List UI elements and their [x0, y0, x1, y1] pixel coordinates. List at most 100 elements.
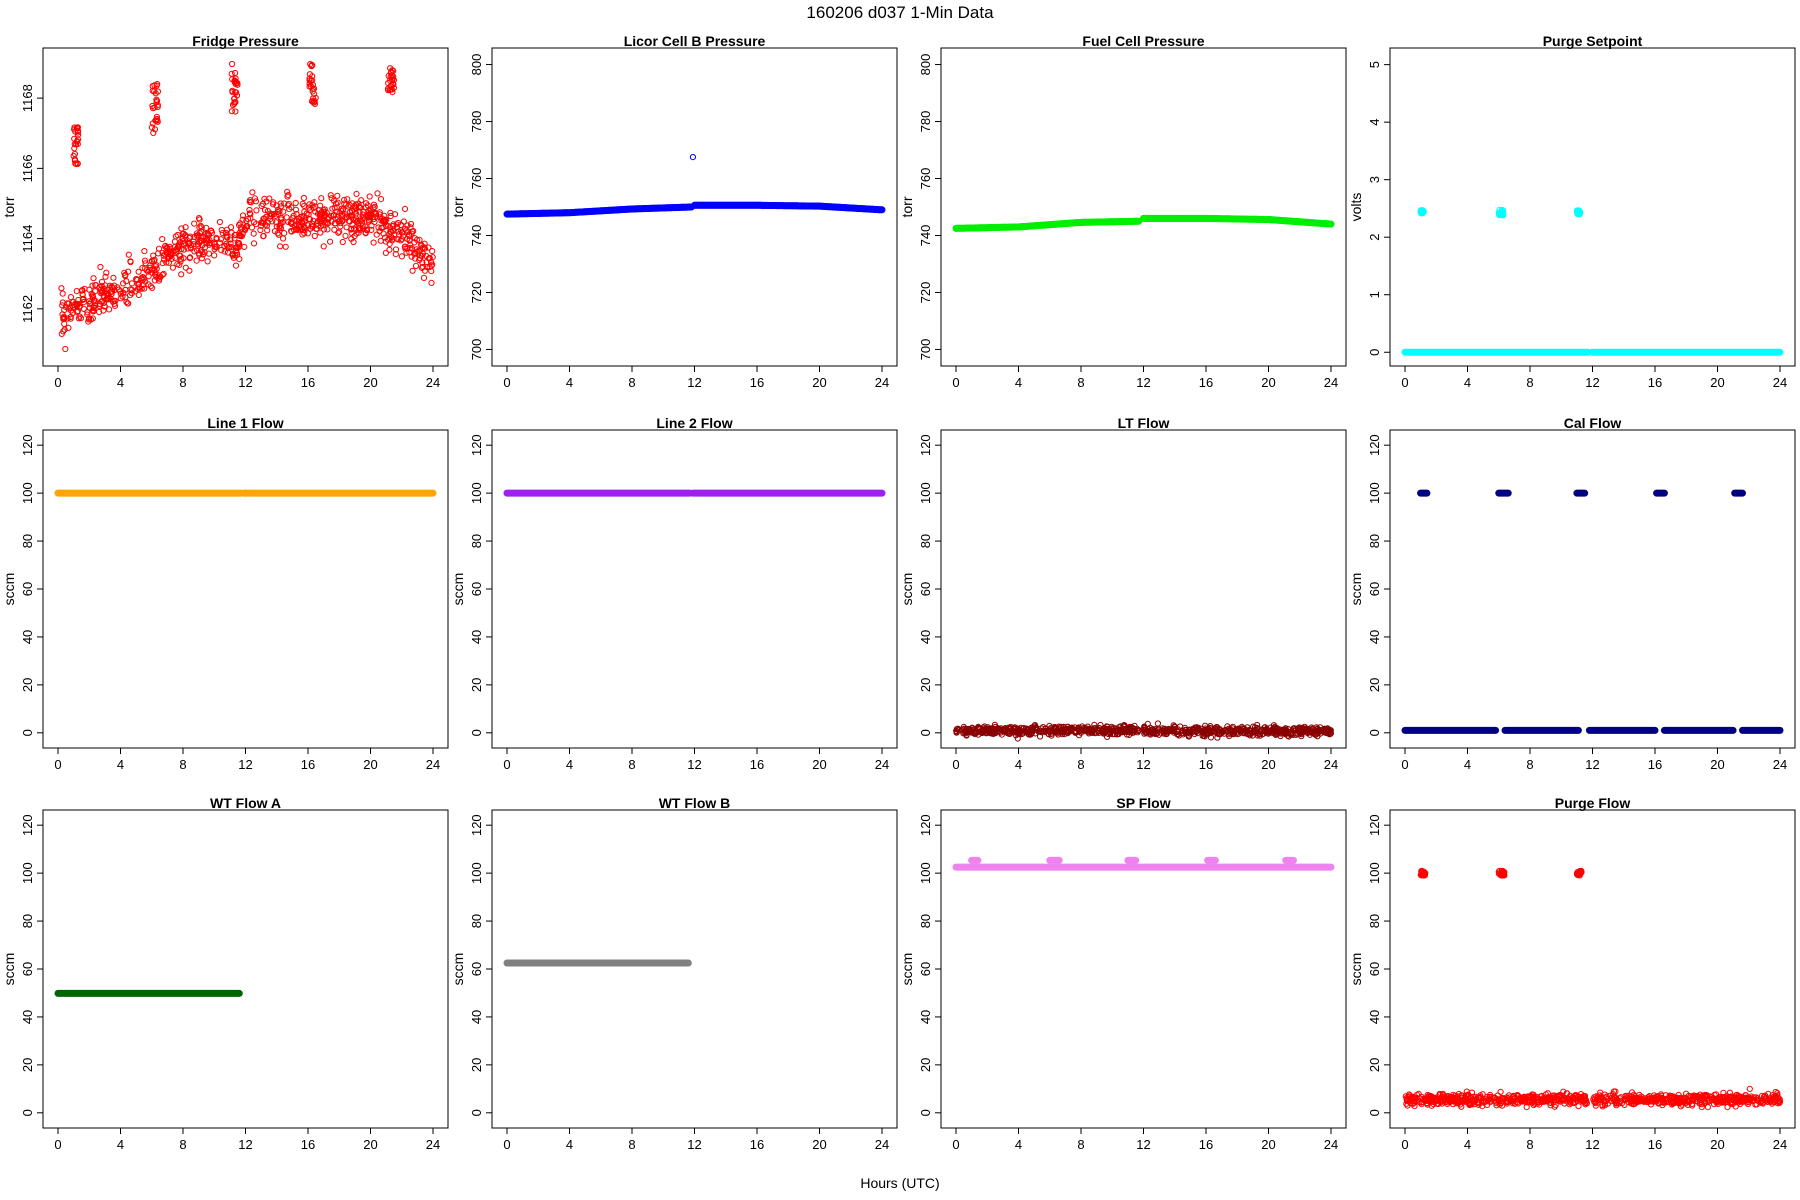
data-point — [988, 725, 995, 733]
data-point — [1760, 1099, 1767, 1106]
data-point — [96, 300, 103, 308]
data-point — [318, 195, 325, 202]
data-point — [1597, 1089, 1604, 1096]
y-axis-label: sccm — [1, 953, 17, 986]
data-point — [59, 290, 66, 297]
data-point-run — [1495, 489, 1512, 497]
data-point — [263, 198, 270, 205]
data-point — [416, 236, 423, 243]
data-point — [295, 215, 302, 222]
x-tick-label: 8 — [628, 375, 635, 390]
x-tick-label: 8 — [628, 757, 635, 772]
data-point — [310, 217, 317, 224]
data-point — [122, 272, 129, 279]
data-point — [1259, 726, 1266, 733]
x-tick-label: 4 — [1464, 1137, 1471, 1152]
panel-line-2-flow: Line 2 Flow 0 4 8 12 16 20 24 0 20 40 60 80 100 120 scc… — [450, 415, 898, 772]
data-point — [1240, 726, 1247, 733]
data-point — [280, 235, 287, 242]
data-point — [246, 206, 253, 214]
data-point — [1468, 1101, 1475, 1108]
data-point — [292, 206, 299, 213]
figure-title: 160206 d037 1-Min Data — [806, 3, 994, 22]
data-point — [1327, 220, 1335, 228]
data-point — [414, 248, 421, 255]
data-point-run — [1124, 856, 1140, 864]
y-tick-label: 80 — [469, 534, 484, 548]
data-markers — [952, 214, 1335, 232]
data-point — [1498, 1099, 1505, 1106]
data-markers — [1401, 206, 1784, 356]
data-point — [1728, 1099, 1735, 1106]
data-point — [1497, 870, 1504, 877]
data-point — [1738, 1097, 1745, 1104]
x-tick-label: 4 — [1015, 1137, 1022, 1152]
data-point — [232, 262, 240, 269]
data-point — [1448, 1094, 1455, 1101]
data-point — [275, 206, 282, 213]
data-point-run — [1739, 726, 1784, 734]
y-tick-label: 0 — [918, 1109, 933, 1116]
data-point — [1574, 871, 1581, 878]
data-point — [1541, 1095, 1548, 1102]
data-point — [407, 244, 414, 251]
data-point — [368, 226, 375, 233]
data-point — [199, 249, 206, 256]
data-point — [120, 289, 127, 296]
data-point — [965, 728, 972, 735]
x-tick-label: 0 — [54, 1137, 61, 1152]
y-axis-label: torr — [450, 196, 466, 217]
data-point — [1720, 1089, 1727, 1096]
data-point — [125, 251, 132, 258]
data-point — [390, 222, 397, 230]
data-point — [329, 205, 336, 212]
data-point — [1263, 725, 1270, 732]
data-point — [307, 61, 314, 68]
x-tick-label: 8 — [179, 375, 186, 390]
y-tick-label: 40 — [918, 1010, 933, 1024]
data-point — [246, 210, 253, 217]
plot-frame — [42, 47, 449, 367]
data-point — [994, 728, 1002, 735]
data-point — [1283, 730, 1290, 737]
data-point — [193, 230, 200, 237]
data-point — [358, 197, 365, 204]
panel-sp-flow: SP Flow 0 4 8 12 16 20 24 0 20 40 60 80 100 120 sccm — [899, 795, 1347, 1152]
data-point — [323, 219, 330, 227]
data-point — [1701, 1100, 1708, 1107]
data-point — [153, 96, 160, 103]
y-tick-label: 60 — [20, 582, 35, 596]
data-point — [1645, 1095, 1653, 1102]
data-point — [105, 291, 112, 298]
data-point — [1014, 725, 1022, 732]
data-point — [61, 306, 68, 314]
data-point — [98, 282, 105, 289]
data-point — [216, 218, 223, 226]
x-tick-label: 12 — [687, 757, 701, 772]
y-tick-label: 100 — [1367, 862, 1382, 884]
y-tick-label: 60 — [1367, 962, 1382, 976]
data-point — [153, 262, 160, 269]
panel-title: Cal Flow — [1564, 415, 1622, 431]
data-point — [961, 729, 968, 736]
data-point — [159, 271, 166, 278]
data-point — [1444, 1099, 1452, 1106]
data-point — [1641, 1097, 1648, 1104]
x-tick-label: 4 — [117, 375, 124, 390]
data-point — [163, 244, 170, 251]
y-tick-label: 80 — [918, 534, 933, 548]
y-tick-label: 100 — [469, 862, 484, 884]
data-point — [1577, 870, 1584, 878]
y-tick-label: 40 — [20, 630, 35, 644]
data-point — [178, 271, 185, 278]
data-point — [230, 250, 237, 257]
data-point — [288, 204, 295, 211]
x-tick-label: 16 — [750, 375, 764, 390]
data-point — [134, 277, 141, 284]
data-point-run — [503, 959, 692, 967]
panel-title: Line 2 Flow — [656, 415, 732, 431]
data-point — [327, 238, 334, 245]
data-point — [197, 222, 204, 230]
panel-wt-flow-b: WT Flow B 0 4 8 12 16 20 24 0 20 40 60 80 100 120 sccm — [450, 795, 898, 1152]
data-point — [1068, 725, 1075, 732]
